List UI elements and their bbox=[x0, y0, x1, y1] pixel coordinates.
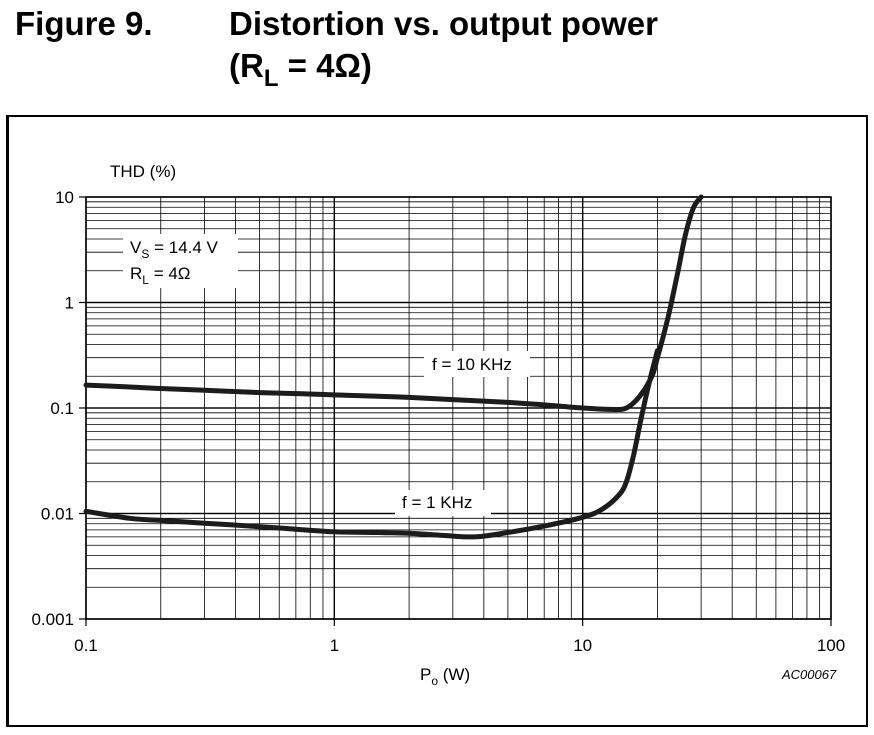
condition-rl-main: R bbox=[130, 264, 142, 283]
x-tick-label: 10 bbox=[573, 636, 592, 655]
tick-layer: 0.1 1 10 100 10 1 0.1 0.01 0.001 bbox=[31, 188, 845, 655]
condition-vs-main: V bbox=[130, 238, 142, 257]
y-tick-label: 0.1 bbox=[50, 399, 74, 418]
figure-title-suffix: = 4Ω) bbox=[278, 47, 372, 84]
condition-vs: VS = 14.4 V bbox=[130, 238, 219, 261]
series-line-1khz bbox=[83, 348, 660, 540]
x-tick-label: 0.1 bbox=[74, 636, 98, 655]
condition-rl-sub: L bbox=[142, 273, 149, 287]
series-layer bbox=[83, 194, 704, 540]
x-axis-label-unit: (W) bbox=[438, 665, 470, 684]
figure-title-line-1: Distortion vs. output power bbox=[229, 5, 658, 42]
figure-number: Figure 9. bbox=[15, 5, 153, 42]
series-label-1khz-background bbox=[395, 490, 491, 516]
series-label-1khz: f = 1 KHz bbox=[402, 493, 472, 512]
y-tick-label: 10 bbox=[55, 188, 74, 207]
figure-title-prefix: (R bbox=[229, 47, 264, 84]
chart-frame bbox=[6, 115, 868, 727]
series-label-10khz: f = 10 KHz bbox=[432, 355, 512, 374]
condition-vs-sub: S bbox=[141, 247, 149, 261]
figure-code: AC00067 bbox=[781, 667, 837, 682]
series-label-10khz-background bbox=[424, 351, 530, 377]
conditions-box-background bbox=[123, 234, 238, 288]
x-axis-label: Po (W) bbox=[420, 665, 470, 688]
x-axis-label-sub: o bbox=[431, 674, 438, 688]
x-axis-label-main: P bbox=[420, 665, 431, 684]
condition-vs-value: = 14.4 V bbox=[149, 238, 218, 257]
figure-heading: Figure 9. Distortion vs. output power (R… bbox=[15, 2, 865, 102]
y-tick-label: 1 bbox=[65, 294, 74, 313]
y-tick-label: 0.01 bbox=[41, 505, 74, 524]
figure-title-subscript: L bbox=[263, 65, 279, 92]
condition-rl-value: = 4Ω bbox=[149, 264, 191, 283]
x-tick-label: 1 bbox=[330, 636, 339, 655]
x-tick-label: 100 bbox=[817, 636, 845, 655]
condition-rl: RL = 4Ω bbox=[130, 264, 191, 287]
y-tick-label: 0.001 bbox=[31, 610, 74, 629]
figure-title-line-2: (RL = 4Ω) bbox=[229, 46, 372, 92]
series-line-10khz bbox=[83, 194, 704, 413]
y-axis-label: THD (%) bbox=[110, 162, 176, 181]
